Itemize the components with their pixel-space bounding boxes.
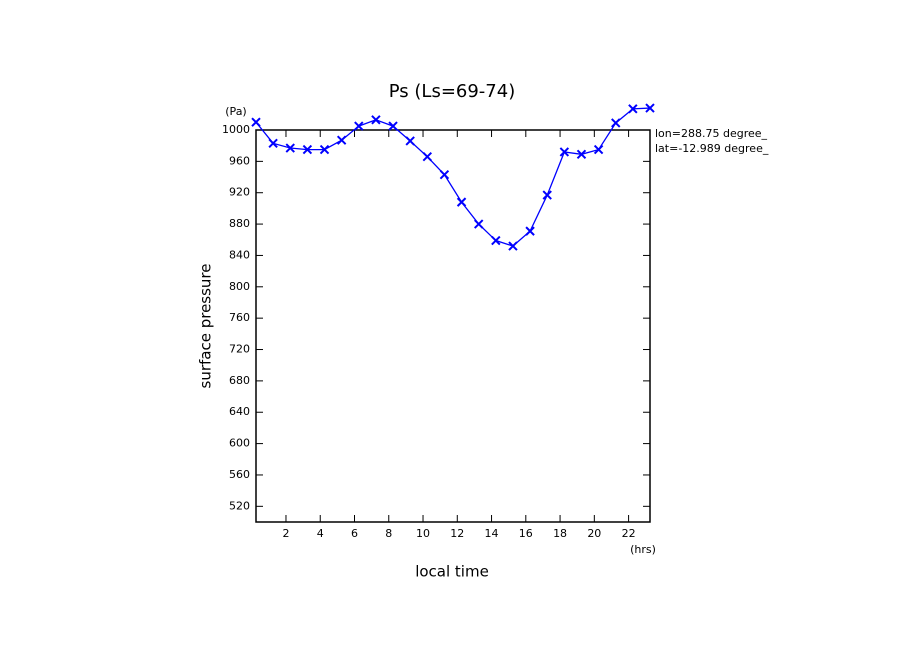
x-tick-label: 14 xyxy=(485,527,499,540)
x-tick-label: 10 xyxy=(416,527,430,540)
y-tick-label: 680 xyxy=(229,374,250,387)
marker xyxy=(593,144,604,155)
marker xyxy=(559,147,570,157)
marker xyxy=(576,149,587,160)
plot-frame xyxy=(255,129,651,523)
y-tick-label: 840 xyxy=(229,248,250,261)
annotation: lon=288.75 degree_ xyxy=(655,127,768,140)
y-tick-label: 960 xyxy=(229,154,250,167)
marker xyxy=(439,169,450,180)
x-tick-label: 18 xyxy=(553,527,567,540)
marker xyxy=(611,118,621,128)
marker xyxy=(285,143,295,153)
x-tick-label: 12 xyxy=(450,527,464,540)
marker xyxy=(302,144,313,155)
x-tick-label: 6 xyxy=(351,527,358,540)
y-tick-label: 560 xyxy=(229,468,250,481)
marker xyxy=(388,121,398,131)
x-tick-label: 2 xyxy=(282,527,289,540)
x-tick-label: 16 xyxy=(519,527,533,540)
marker xyxy=(405,136,415,146)
annotation: lat=-12.989 degree_ xyxy=(655,142,769,155)
y-unit: (Pa) xyxy=(225,105,246,118)
marker xyxy=(645,103,655,113)
x-tick-label: 22 xyxy=(622,527,636,540)
marker xyxy=(422,151,433,162)
marker xyxy=(491,235,501,246)
y-tick-label: 640 xyxy=(229,405,250,418)
marker xyxy=(456,197,467,207)
marker xyxy=(525,226,535,236)
marker xyxy=(371,115,381,125)
marker xyxy=(268,138,278,149)
y-tick-label: 760 xyxy=(229,311,250,324)
y-tick-label: 1000 xyxy=(222,123,250,136)
y-axis-label: surface pressure xyxy=(197,264,215,389)
x-tick-label: 20 xyxy=(587,527,601,540)
y-tick-label: 880 xyxy=(229,217,250,230)
x-unit: (hrs) xyxy=(630,543,656,556)
series-line xyxy=(255,107,651,247)
y-tick-label: 720 xyxy=(229,343,250,356)
marker xyxy=(508,241,518,251)
marker xyxy=(336,135,347,145)
chart-title: Ps (Ls=69-74) xyxy=(389,81,515,102)
y-tick-label: 520 xyxy=(229,499,250,512)
marker xyxy=(354,121,364,131)
y-tick-label: 800 xyxy=(229,280,250,293)
y-tick-label: 600 xyxy=(229,437,250,450)
y-tick-label: 920 xyxy=(229,186,250,199)
marker xyxy=(473,219,484,229)
marker xyxy=(628,104,638,114)
marker xyxy=(251,117,261,127)
marker xyxy=(542,190,552,200)
marker xyxy=(319,144,330,155)
x-tick-label: 8 xyxy=(385,527,392,540)
x-tick-label: 4 xyxy=(317,527,324,540)
x-axis-label: local time xyxy=(415,563,489,581)
